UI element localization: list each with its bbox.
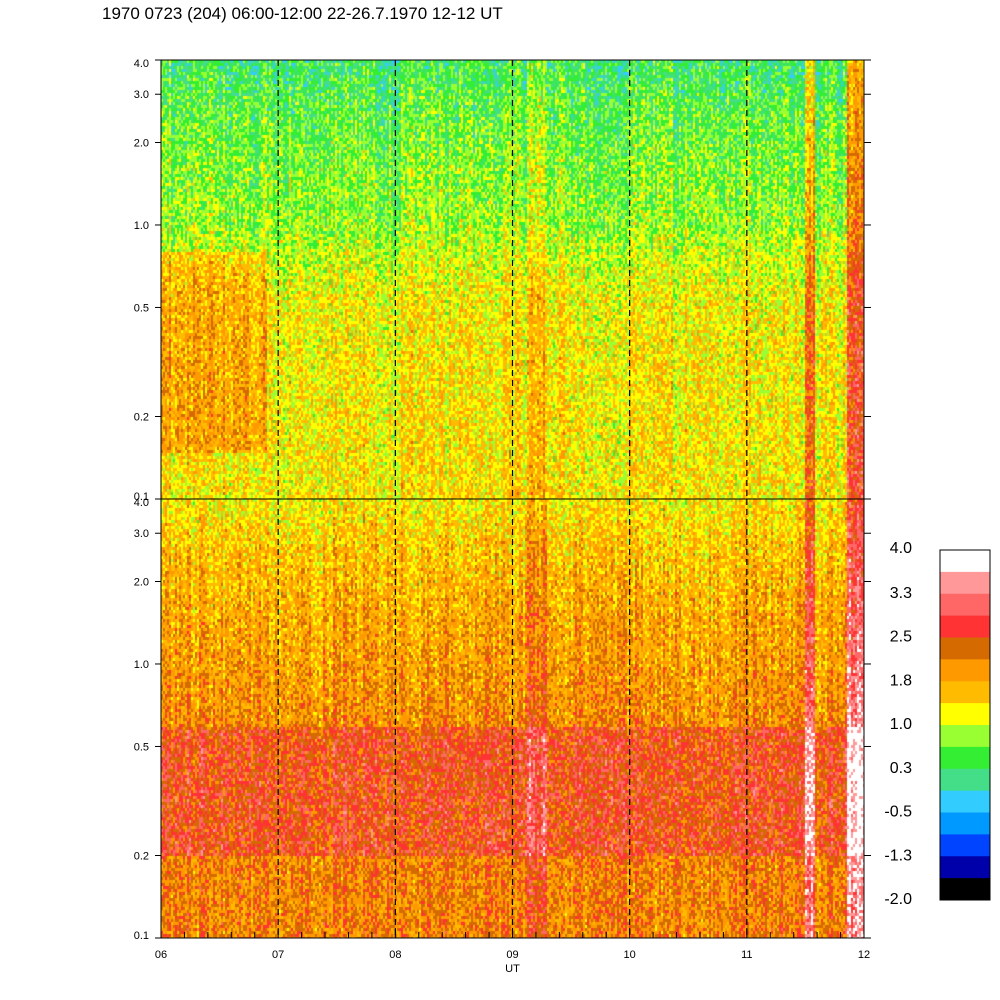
colorbar-label: -1.3 xyxy=(884,847,912,864)
y-tick-label: 4.0 xyxy=(134,58,149,70)
y-tick-label: 3.0 xyxy=(134,528,149,540)
colorbar-swatch xyxy=(940,812,990,835)
colorbar-swatch xyxy=(940,878,990,901)
x-tick-label: 08 xyxy=(389,949,401,961)
colorbar-swatch xyxy=(940,768,990,792)
colorbar-label: -0.5 xyxy=(884,804,912,821)
x-tick-label: 11 xyxy=(741,949,752,961)
colorbar-swatch xyxy=(940,659,990,682)
colorbar-label: 1.8 xyxy=(890,672,912,689)
colorbar-label: 4.0 xyxy=(890,540,912,557)
x-tick-label: 12 xyxy=(858,949,870,961)
y-tick-label: 0.2 xyxy=(134,412,149,424)
colorbar-swatch xyxy=(940,571,990,595)
y-tick-label: 0.5 xyxy=(134,741,149,753)
x-tick-label: 10 xyxy=(624,949,636,961)
colorbar-swatch xyxy=(940,593,990,617)
chart-title: 1970 0723 (204) 06:00-12:00 22-26.7.1970… xyxy=(102,4,503,23)
colorbar-label: 3.3 xyxy=(890,585,912,602)
colorbar-label: 2.5 xyxy=(890,629,912,646)
x-axis-label: UT xyxy=(505,963,520,975)
colorbar-swatch xyxy=(940,637,990,660)
y-tick-label: 1.0 xyxy=(134,220,149,232)
colorbar-swatch xyxy=(940,681,990,704)
colorbar-label: 1.0 xyxy=(890,716,912,733)
x-tick-label: 09 xyxy=(506,949,518,961)
y-tick-label: 1.0 xyxy=(134,659,149,671)
y-tick-label: 4.0 xyxy=(134,497,149,509)
x-tick-label: 06 xyxy=(155,949,167,961)
colorbar-swatch xyxy=(940,746,990,770)
y-tick-label: 2.0 xyxy=(134,576,149,588)
y-tick-label: 0.2 xyxy=(134,851,149,863)
y-tick-label: 2.0 xyxy=(134,137,149,149)
colorbar-swatch xyxy=(940,856,990,879)
colorbar-swatch xyxy=(940,790,990,813)
colorbar-swatch xyxy=(940,615,990,638)
colorbar-frame xyxy=(939,549,991,901)
y-tick-label: 3.0 xyxy=(134,89,149,101)
colorbar-label: 0.3 xyxy=(890,760,912,777)
y-tick-label: 0.1 xyxy=(134,491,149,503)
colorbar-swatch xyxy=(940,725,990,748)
colorbar-swatch xyxy=(940,550,990,573)
colorbar-swatch xyxy=(940,703,990,726)
colorbar-label: -2.0 xyxy=(884,891,912,908)
y-tick-label: 0.5 xyxy=(134,302,149,314)
y-tick-label: 0.1 xyxy=(134,930,149,942)
colorbar-swatch xyxy=(940,834,990,857)
x-tick-label: 07 xyxy=(272,949,284,961)
